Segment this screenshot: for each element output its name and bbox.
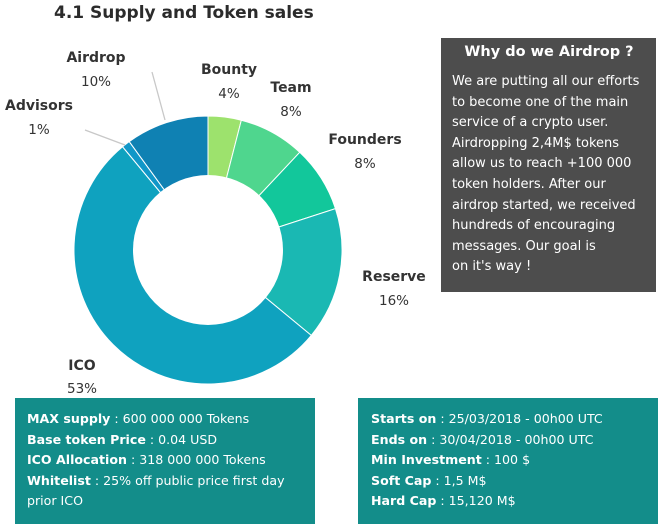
supply-row: MAX supply : 600 000 000 Tokens [27,409,315,430]
supply-key: Base token Price [27,431,146,447]
sale-key: Soft Cap [371,472,432,488]
sale-row: Hard Cap : 15,120 M$ [371,491,658,512]
label-advisors: Advisors [5,98,73,114]
sale-key: Ends on [371,431,428,447]
why-airdrop-line: allow us to reach +100 000 [452,156,632,172]
supply-info-box: MAX supply : 600 000 000 Tokens Base tok… [15,398,315,524]
why-airdrop-text: We are putting all our efforts to become… [452,72,646,278]
why-airdrop-line: service of a crypto user. [452,115,609,131]
label-ico: ICO [68,358,95,374]
why-airdrop-line: token holders. After our [452,176,606,192]
supply-row: Whitelist : 25% off public price first d… [27,471,315,492]
leader-line-airdrop [151,71,166,121]
why-airdrop-line: on it's way ! [452,259,532,275]
why-airdrop-line: hundreds of encouraging [452,218,616,234]
sale-value: : 30/04/2018 - 00h00 UTC [427,431,594,447]
slice-labels: Airdrop 10% Bounty 4% Team 8% Advisors 1… [5,50,426,397]
leader-lines [84,71,166,146]
label-team: Team [270,80,311,96]
label-reserve: Reserve [362,269,426,285]
sale-value: : 1,5 M$ [431,472,487,488]
pct-airdrop: 10% [81,74,111,90]
sale-row: Soft Cap : 1,5 M$ [371,471,658,492]
sale-key: Hard Cap [371,493,437,509]
sale-info-box: Starts on : 25/03/2018 - 00h00 UTC Ends … [358,398,658,524]
sale-row: Ends on : 30/04/2018 - 00h00 UTC [371,430,658,451]
sale-key: Starts on [371,411,437,426]
pct-advisors: 1% [28,122,50,138]
supply-row: prior ICO [27,491,315,512]
sale-value: : 100 $ [481,452,531,468]
supply-value: : 0.04 USD [145,431,218,447]
supply-value: prior ICO [27,493,83,509]
why-airdrop-line: airdrop started, we received [452,197,636,213]
sale-value: : 25/03/2018 - 00h00 UTC [436,411,603,426]
page-title: 4.1 Supply and Token sales [54,3,314,23]
supply-row: Base token Price : 0.04 USD [27,430,315,451]
pct-reserve: 16% [379,293,409,309]
leader-line-advisors [84,129,126,146]
why-airdrop-title: Why do we Airdrop ? [464,44,634,60]
pct-ico: 53% [67,381,97,397]
donut-hole [133,175,283,325]
supply-value: : 25% off public price first day [90,472,285,488]
supply-key: Whitelist [27,472,91,488]
sale-value: : 15,120 M$ [436,493,516,509]
supply-row: ICO Allocation : 318 000 000 Tokens [27,450,315,471]
pct-bounty: 4% [218,86,240,102]
label-bounty: Bounty [201,62,257,78]
pct-team: 8% [280,104,302,120]
why-airdrop-line: Airdropping 2,4M$ tokens [452,135,620,151]
label-airdrop: Airdrop [66,50,125,66]
sale-row: Min Investment : 100 $ [371,450,658,471]
sale-key: Min Investment [371,452,482,468]
why-airdrop-line: messages. Our goal is [452,238,596,254]
why-airdrop-line: We are putting all our efforts [452,74,640,89]
supply-value: : 318 000 000 Tokens [126,452,266,468]
pct-founders: 8% [354,156,376,172]
sale-row: Starts on : 25/03/2018 - 00h00 UTC [371,409,658,430]
label-founders: Founders [328,132,401,148]
donut-chart: Airdrop 10% Bounty 4% Team 8% Advisors 1… [5,50,426,397]
supply-key: MAX supply [27,411,111,426]
supply-key: ICO Allocation [27,452,127,468]
supply-value: : 600 000 000 Tokens [110,411,250,426]
why-airdrop-box: Why do we Airdrop ? We are putting all o… [441,38,656,292]
why-airdrop-line: to become one of the main [452,94,629,110]
